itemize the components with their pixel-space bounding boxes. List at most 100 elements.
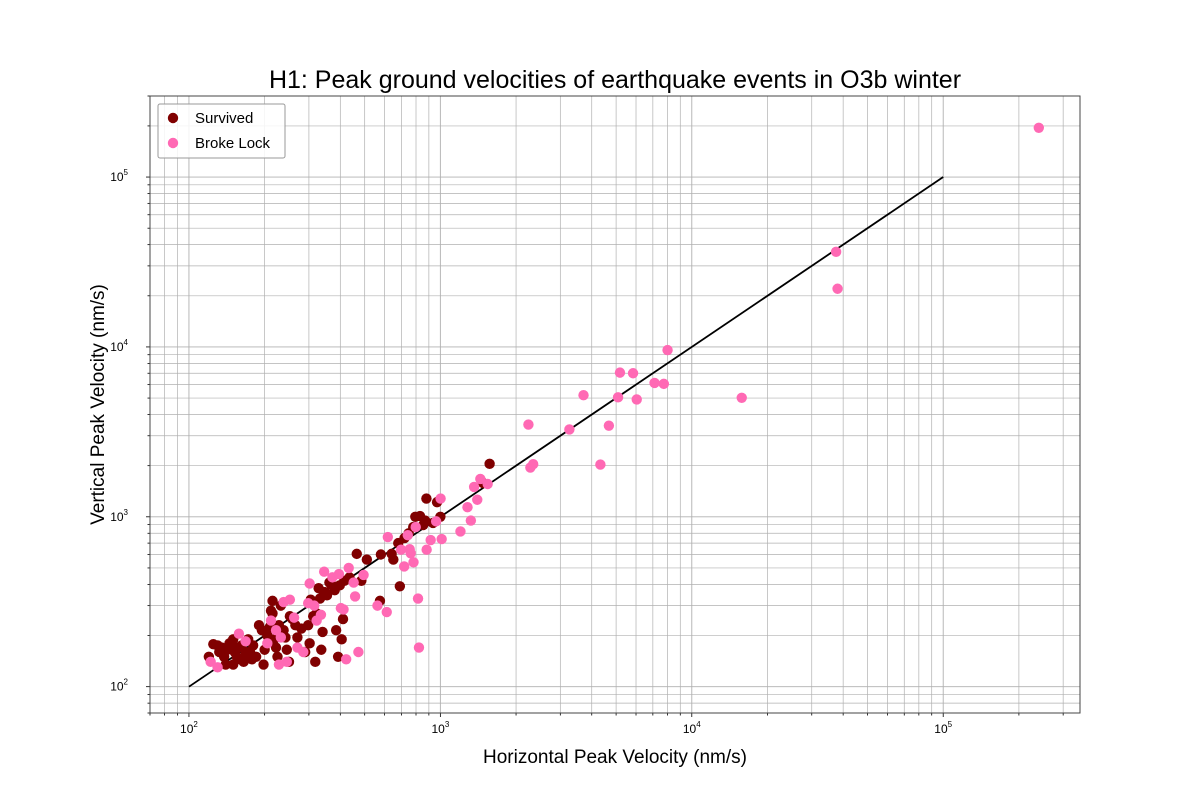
data-point	[302, 620, 314, 631]
data-point	[375, 549, 387, 560]
axes-frame	[149, 95, 1081, 714]
data-point	[402, 529, 413, 541]
data-point	[830, 246, 842, 258]
data-point	[612, 392, 624, 403]
data-point	[262, 638, 273, 649]
data-point	[627, 368, 639, 379]
data-point	[419, 515, 431, 526]
data-point	[292, 632, 303, 643]
data-point	[468, 481, 480, 493]
data-point	[337, 613, 349, 625]
data-point	[372, 600, 383, 611]
y-tick-labels: 102 103 104 105	[110, 168, 128, 694]
data-point	[343, 562, 354, 574]
data-point	[475, 473, 486, 485]
data-point	[394, 581, 406, 592]
data-point	[233, 628, 245, 639]
legend: Survived Broke Lock	[157, 103, 286, 159]
data-point	[281, 656, 292, 668]
data-point	[395, 544, 407, 555]
x-tick-label: 105	[934, 720, 952, 736]
data-point	[258, 659, 269, 670]
data-point	[309, 600, 320, 611]
data-point	[265, 615, 277, 626]
data-point	[330, 625, 342, 636]
y-tick-label: 102	[110, 678, 128, 694]
data-point	[658, 378, 670, 390]
data-point	[662, 344, 673, 356]
data-point	[351, 548, 362, 560]
y-tick-label: 105	[110, 168, 128, 184]
data-point	[425, 534, 436, 546]
data-point	[614, 367, 626, 378]
major-ticks	[146, 176, 944, 717]
data-point	[832, 283, 843, 294]
data-point	[412, 593, 424, 604]
series-broke-lock	[205, 122, 1045, 673]
chart-title: H1: Peak ground velocities of earthquake…	[269, 66, 961, 94]
data-point	[321, 590, 333, 601]
data-point	[288, 612, 300, 623]
data-point	[410, 521, 421, 533]
data-point	[405, 548, 416, 559]
data-point	[413, 642, 425, 653]
data-point	[212, 662, 223, 673]
data-point	[388, 554, 399, 565]
data-point	[353, 646, 364, 658]
data-point	[1033, 122, 1045, 133]
data-point	[578, 389, 589, 401]
data-point	[430, 516, 442, 527]
y-tick-label: 104	[110, 338, 128, 354]
legend-marker-survived	[167, 112, 179, 124]
x-tick-labels: 102 103 104 105	[180, 720, 953, 736]
data-point	[304, 638, 315, 649]
data-point	[340, 654, 352, 665]
data-point	[358, 569, 369, 581]
data-point	[382, 531, 394, 543]
data-point	[381, 606, 392, 618]
data-point	[523, 419, 534, 430]
data-point	[316, 644, 327, 655]
data-point	[595, 459, 606, 470]
data-point	[333, 568, 345, 580]
data-points	[203, 122, 1045, 673]
data-point	[465, 515, 477, 526]
data-point	[349, 591, 361, 602]
data-point	[332, 651, 344, 662]
data-point	[482, 478, 493, 490]
data-point	[484, 458, 495, 470]
data-point	[270, 642, 282, 653]
grid	[149, 95, 1080, 714]
data-point	[310, 656, 321, 668]
data-point	[736, 392, 747, 403]
data-point	[273, 659, 285, 670]
data-point	[436, 533, 447, 545]
x-axis-label: Horizontal Peak Velocity (nm/s)	[483, 747, 747, 768]
data-point	[631, 394, 642, 405]
data-point	[361, 554, 373, 565]
data-point	[398, 561, 410, 572]
legend-box	[157, 103, 286, 159]
data-point	[603, 420, 615, 431]
data-point	[315, 609, 327, 620]
data-point	[421, 493, 432, 504]
y-axis-label: Vertical Peak Velocity (nm/s)	[88, 284, 109, 525]
y-tick-label: 103	[110, 508, 128, 524]
data-point	[220, 659, 231, 670]
data-point	[435, 493, 446, 504]
data-point	[240, 636, 251, 647]
data-point	[281, 644, 292, 655]
data-point	[304, 578, 315, 589]
data-point	[462, 501, 473, 513]
data-point	[298, 646, 309, 658]
data-point	[649, 377, 660, 389]
data-point	[564, 424, 575, 435]
data-point	[472, 494, 483, 505]
x-tick-label: 103	[431, 720, 449, 736]
x-tick-label: 104	[683, 720, 701, 736]
data-point	[318, 566, 330, 577]
data-point	[284, 594, 296, 605]
data-point	[336, 634, 347, 645]
data-point	[348, 577, 359, 588]
